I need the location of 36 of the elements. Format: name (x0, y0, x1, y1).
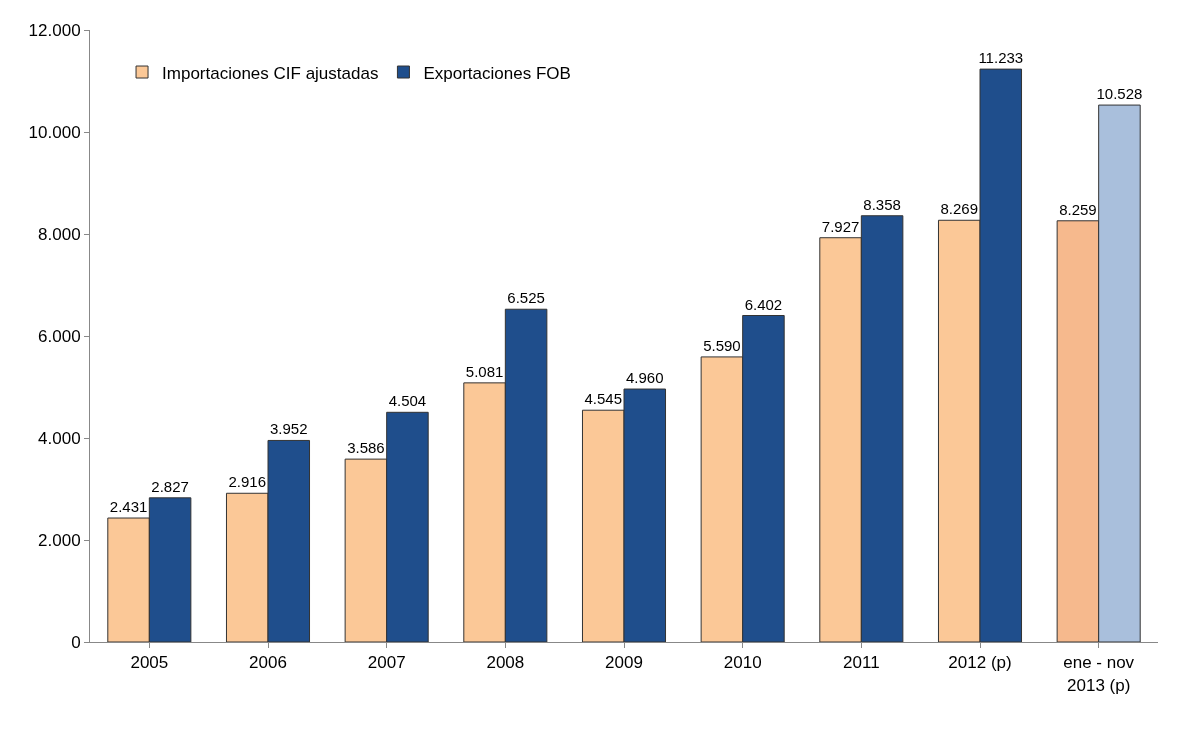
data-label: 3.586 (347, 439, 385, 457)
data-label: 4.960 (625, 369, 664, 387)
data-label: 10.528 (1096, 85, 1143, 103)
x-tick-label: 2006 (249, 653, 287, 673)
data-label: 2.431 (109, 498, 148, 516)
data-label: 8.269 (940, 200, 979, 218)
data-label: 8.358 (863, 195, 901, 213)
data-label: 4.545 (584, 390, 623, 408)
data-label: 5.590 (703, 336, 741, 354)
legend-label: Importaciones CIF ajustadas (162, 63, 379, 83)
data-label: 4.504 (388, 392, 427, 410)
x-tick-label: 2008 (486, 653, 525, 673)
y-tick-label: 0 (71, 632, 81, 652)
y-tick-label: 2.000 (38, 530, 81, 550)
x-tick-label: 2005 (130, 653, 169, 673)
data-label: 8.259 (1059, 200, 1097, 218)
data-label: 5.081 (465, 362, 504, 380)
y-tick-label: 10.000 (28, 122, 81, 142)
data-label: 7.927 (821, 217, 860, 235)
data-label: 3.952 (269, 420, 308, 438)
x-tick-label: 2012 (p) (948, 653, 1012, 673)
y-tick-label: 12.000 (28, 20, 81, 40)
x-tick-label: 2010 (723, 653, 762, 673)
x-tick-label: 2011 (843, 653, 880, 673)
y-tick-label: 8.000 (38, 224, 81, 244)
data-label: 2.916 (228, 473, 267, 491)
y-tick-label: 6.000 (38, 326, 81, 346)
y-tick-label: 4.000 (38, 428, 81, 448)
x-tick-label: 2009 (605, 653, 643, 673)
x-tick-label: ene - nov 2013 (p) (1063, 653, 1135, 695)
data-label: 2.827 (151, 477, 189, 495)
data-label: 11.233 (978, 49, 1024, 67)
data-label: 6.402 (744, 295, 783, 313)
legend-label: Exportaciones FOB (423, 63, 571, 83)
data-label: 6.525 (507, 289, 545, 307)
x-tick-label: 2007 (367, 653, 406, 673)
